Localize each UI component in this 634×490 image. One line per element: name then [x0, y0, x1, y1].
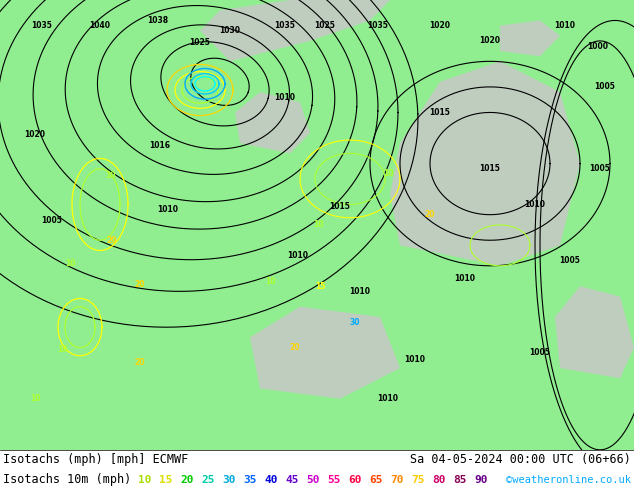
Text: 55: 55 [327, 475, 340, 485]
Text: 75: 75 [411, 475, 425, 485]
Text: 20: 20 [290, 343, 301, 352]
Text: 1010: 1010 [349, 287, 370, 296]
Text: 60: 60 [348, 475, 362, 485]
Text: Sa 04-05-2024 00:00 UTC (06+66): Sa 04-05-2024 00:00 UTC (06+66) [410, 453, 631, 466]
Text: 1010: 1010 [287, 251, 309, 260]
Text: 1005: 1005 [529, 348, 550, 357]
Text: 40: 40 [264, 475, 278, 485]
Polygon shape [250, 307, 400, 399]
Text: 1010: 1010 [157, 205, 179, 214]
Text: 1040: 1040 [89, 21, 110, 30]
Text: 1015: 1015 [479, 164, 500, 173]
Text: 10: 10 [383, 169, 393, 178]
Text: 10: 10 [138, 475, 152, 485]
Text: Isotachs (mph) [mph] ECMWF: Isotachs (mph) [mph] ECMWF [3, 453, 188, 466]
Text: ©weatheronline.co.uk: ©weatheronline.co.uk [506, 475, 631, 485]
Text: 1020: 1020 [429, 21, 451, 30]
Polygon shape [555, 286, 634, 378]
Polygon shape [200, 0, 390, 61]
Polygon shape [390, 61, 580, 266]
Text: 15: 15 [315, 282, 325, 291]
Text: 10: 10 [313, 220, 323, 229]
Text: 10: 10 [30, 394, 40, 403]
Text: 20: 20 [180, 475, 194, 485]
Text: 15: 15 [159, 475, 172, 485]
Text: 1038: 1038 [148, 16, 169, 25]
Text: 1010: 1010 [275, 93, 295, 101]
Text: 20: 20 [107, 236, 117, 245]
Text: 1005: 1005 [595, 82, 616, 92]
Text: 1015: 1015 [330, 202, 351, 211]
Text: 10: 10 [57, 345, 67, 354]
Text: 35: 35 [243, 475, 257, 485]
Text: 1010: 1010 [377, 394, 399, 403]
Text: 65: 65 [369, 475, 383, 485]
Text: 1005: 1005 [560, 256, 581, 265]
Text: 1016: 1016 [150, 141, 171, 149]
Text: 1030: 1030 [219, 26, 240, 35]
Text: 1025: 1025 [190, 38, 210, 48]
Text: 1005: 1005 [590, 164, 611, 173]
Text: 10: 10 [65, 259, 75, 268]
Text: 85: 85 [453, 475, 467, 485]
Text: 30: 30 [223, 475, 236, 485]
Text: 50: 50 [306, 475, 320, 485]
Text: 70: 70 [391, 475, 404, 485]
Text: 20: 20 [135, 280, 145, 289]
Text: 1035: 1035 [275, 21, 295, 30]
Text: 1005: 1005 [42, 216, 62, 225]
Text: 1015: 1015 [430, 108, 450, 117]
Text: 1010: 1010 [524, 200, 545, 209]
Text: 1010: 1010 [455, 273, 476, 283]
Text: 1010: 1010 [404, 355, 425, 365]
Text: 80: 80 [432, 475, 446, 485]
Text: 25: 25 [201, 475, 215, 485]
Text: Isotachs 10m (mph): Isotachs 10m (mph) [3, 473, 131, 487]
Text: 1020: 1020 [479, 36, 500, 46]
Text: 1010: 1010 [555, 21, 576, 30]
Text: 45: 45 [285, 475, 299, 485]
Text: 20: 20 [135, 358, 145, 368]
Text: 10: 10 [105, 172, 115, 180]
Text: 20: 20 [425, 210, 436, 219]
Text: 10: 10 [265, 277, 275, 286]
Text: 1035: 1035 [368, 21, 389, 30]
Text: 1020: 1020 [25, 130, 46, 140]
Text: 30: 30 [350, 318, 360, 326]
Text: 90: 90 [474, 475, 488, 485]
Text: 1025: 1025 [314, 21, 335, 30]
Polygon shape [235, 92, 310, 153]
Text: 1000: 1000 [588, 42, 609, 50]
Polygon shape [500, 21, 560, 56]
Text: 1035: 1035 [32, 21, 53, 30]
